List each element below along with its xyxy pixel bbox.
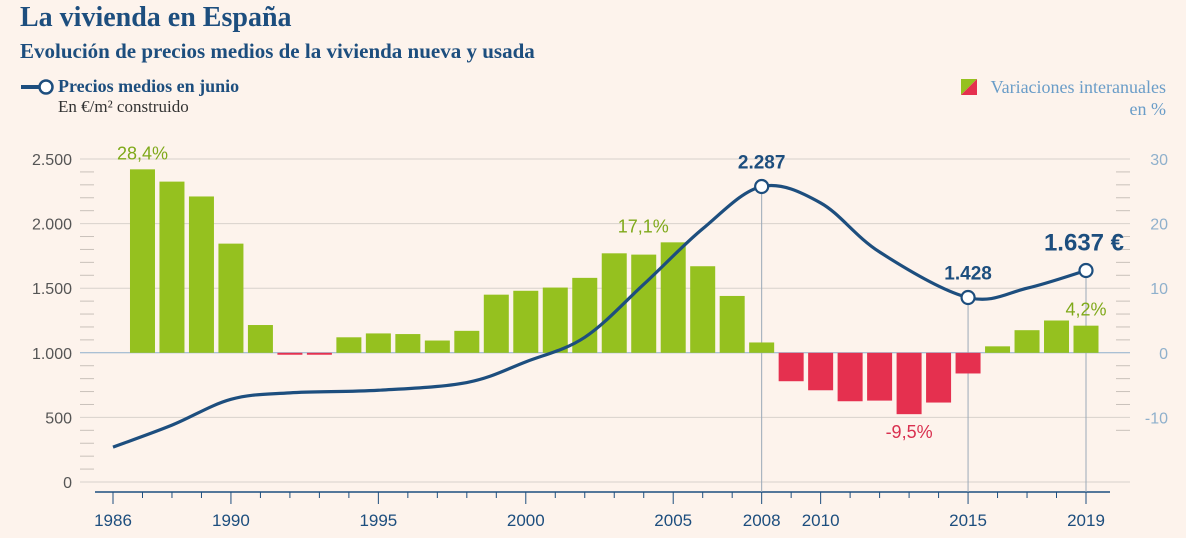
x-tick-label: 1986 xyxy=(94,511,132,530)
x-tick-label: 2010 xyxy=(802,511,840,530)
price-marker-label: 1.428 xyxy=(944,264,992,285)
bar xyxy=(572,277,598,353)
bar xyxy=(306,352,332,355)
bar xyxy=(454,330,480,353)
bar xyxy=(955,352,981,374)
x-tick-label: 1995 xyxy=(359,511,397,530)
bar xyxy=(778,352,804,382)
price-line xyxy=(112,183,1087,449)
bar xyxy=(247,325,273,353)
bar-value-label: -9,5% xyxy=(886,422,933,442)
bar-legend: Variaciones interanuales en % xyxy=(960,76,1166,120)
bar xyxy=(690,266,716,353)
bar-value-label: 17,1% xyxy=(618,216,669,236)
price-marker xyxy=(754,178,770,195)
bar xyxy=(985,346,1011,353)
bar xyxy=(483,294,509,353)
y-tick-label-right: -10 xyxy=(1145,410,1168,427)
bar xyxy=(631,254,657,353)
y-tick-label-left: 500 xyxy=(45,410,72,427)
y-tick-label-right: 10 xyxy=(1150,281,1168,298)
bar xyxy=(129,169,155,353)
bar xyxy=(926,352,952,403)
y-tick-label-left: 1.000 xyxy=(32,346,72,363)
y-tick-label-right: 20 xyxy=(1150,217,1168,234)
bar xyxy=(336,337,362,353)
line-legend-label: Precios medios en junio xyxy=(58,76,240,96)
y-tick-label-left: 2.500 xyxy=(32,152,72,169)
price-marker-label: 1.637 € xyxy=(1044,229,1124,256)
price-marker xyxy=(1078,262,1094,279)
bar xyxy=(513,290,539,353)
line-legend-icon xyxy=(21,79,54,95)
bar xyxy=(1014,330,1040,353)
bar-legend-swatch-icon xyxy=(960,79,977,95)
x-tick-label: 1990 xyxy=(212,511,250,530)
bar xyxy=(808,352,834,391)
bar xyxy=(867,352,893,401)
bar-legend-label: Variaciones interanuales xyxy=(990,77,1166,97)
y-tick-label-right: 0 xyxy=(1159,346,1168,363)
chart-title: La vivienda en España xyxy=(20,2,292,33)
bar-value-label: 4,2% xyxy=(1065,300,1106,320)
x-tick-label: 2005 xyxy=(654,511,692,530)
bar xyxy=(837,352,863,402)
y-tick-label-right: 30 xyxy=(1150,152,1168,169)
bar xyxy=(188,196,214,353)
bar xyxy=(1044,320,1070,353)
x-tick-label: 2000 xyxy=(507,511,545,530)
bar-value-label: 28,4% xyxy=(117,143,168,163)
bar xyxy=(424,340,450,353)
bar xyxy=(1073,325,1099,353)
bar xyxy=(395,334,421,353)
bar-legend-unit: en % xyxy=(1129,99,1166,119)
bar xyxy=(159,181,185,353)
bar xyxy=(542,287,568,353)
x-tick-label: 2015 xyxy=(949,511,987,530)
bar xyxy=(365,333,391,353)
bar xyxy=(749,342,775,353)
x-tick-label: 2008 xyxy=(743,511,781,530)
bar xyxy=(719,295,745,353)
bar xyxy=(660,242,686,353)
price-marker xyxy=(960,289,976,306)
line-legend-unit: En €/m² construido xyxy=(58,97,189,116)
bar xyxy=(218,243,244,353)
y-tick-label-left: 0 xyxy=(63,475,72,492)
price-marker-label: 2.287 xyxy=(738,153,786,174)
x-tick-label: 2019 xyxy=(1067,511,1105,530)
y-tick-label-left: 2.000 xyxy=(32,217,72,234)
bar xyxy=(277,352,303,355)
chart-subtitle: Evolución de precios medios de la vivien… xyxy=(20,39,535,63)
y-tick-label-left: 1.500 xyxy=(32,281,72,298)
bar xyxy=(896,352,922,415)
